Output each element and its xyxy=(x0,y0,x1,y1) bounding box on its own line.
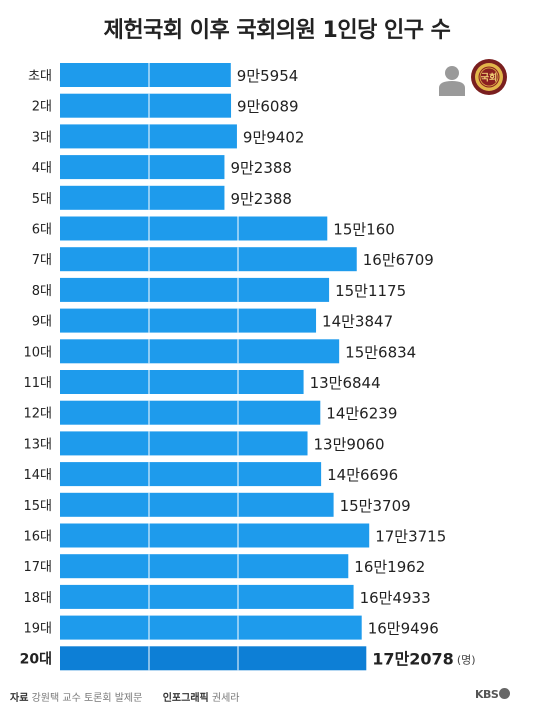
category-label: 8대 xyxy=(32,284,52,299)
value-label: 16만9496 xyxy=(368,620,439,638)
value-label: 9만2388 xyxy=(230,159,292,177)
category-label: 3대 xyxy=(32,130,52,145)
bar xyxy=(60,277,330,302)
value-label: 16만1962 xyxy=(354,558,425,576)
value-label: 14만6696 xyxy=(327,466,398,484)
footer: 자료 강원택 교수 토론회 발제문 인포그래픽 권세라 xyxy=(10,689,240,704)
bar-chart: 초대 9만5954 2대 9만6089 3대 9만9402 4대 9만2388 5대 9만2388… xyxy=(20,63,476,671)
value-label: 15만6834 xyxy=(345,343,416,361)
national-assembly-seal-icon: 국회 xyxy=(470,58,508,100)
bar xyxy=(60,308,317,333)
category-label: 4대 xyxy=(32,161,52,176)
bar xyxy=(60,431,308,456)
value-label: 17만2078 xyxy=(372,649,454,668)
category-label: 12대 xyxy=(23,407,52,422)
bar xyxy=(60,155,225,180)
value-label: 16만6709 xyxy=(363,251,434,269)
bar xyxy=(60,247,357,272)
bar xyxy=(60,185,225,210)
bar xyxy=(60,523,370,548)
value-label: 16만4933 xyxy=(360,589,431,607)
bar xyxy=(60,554,349,579)
category-label: 20대 xyxy=(20,651,52,667)
bar xyxy=(60,462,322,487)
kbs-logo-text: KBS xyxy=(475,688,499,701)
value-label: 13만6844 xyxy=(310,374,381,392)
category-label: 16대 xyxy=(23,530,52,545)
graphic-label: 인포그래픽 xyxy=(162,693,209,704)
value-label: 13만9060 xyxy=(314,435,385,453)
unit-label: (명) xyxy=(457,653,476,666)
category-label: 5대 xyxy=(32,192,52,207)
category-label: 17대 xyxy=(23,560,52,575)
category-label: 11대 xyxy=(23,376,52,391)
value-label: 15만1175 xyxy=(335,282,406,300)
category-label: 10대 xyxy=(23,345,52,360)
bar xyxy=(60,63,231,87)
category-label: 14대 xyxy=(23,468,52,483)
value-label: 14만3847 xyxy=(322,313,393,331)
person-icon xyxy=(437,64,467,100)
value-label: 9만6089 xyxy=(237,98,299,116)
bar xyxy=(60,615,362,640)
source-label: 자료 xyxy=(10,693,29,704)
bar xyxy=(60,492,334,517)
value-label: 17만3715 xyxy=(375,528,446,546)
value-label: 9만9402 xyxy=(243,128,305,146)
category-label: 9대 xyxy=(32,315,52,330)
bar xyxy=(60,339,340,364)
value-label: 14만6239 xyxy=(326,405,397,423)
graphic-credit: 권세라 xyxy=(211,693,240,704)
category-label: 18대 xyxy=(23,591,52,606)
bar xyxy=(60,124,237,149)
seal-text: 국회 xyxy=(481,72,498,84)
category-label: 7대 xyxy=(32,253,52,268)
bar xyxy=(60,93,232,118)
category-label: 19대 xyxy=(23,622,52,637)
kbs-circle-icon xyxy=(499,688,511,699)
category-label: 13대 xyxy=(23,437,52,452)
value-label: 9만2388 xyxy=(230,190,292,208)
kbs-logo: KBS xyxy=(475,688,511,701)
category-label: 2대 xyxy=(32,100,52,115)
bar xyxy=(60,370,304,394)
value-label: 9만5954 xyxy=(237,67,299,85)
category-label: 15대 xyxy=(23,499,52,514)
value-label: 15만160 xyxy=(333,221,395,239)
source-text: 강원택 교수 토론회 발제문 xyxy=(31,693,143,704)
bar xyxy=(60,216,328,241)
chart-title: 제헌국회 이후 국회의원 1인당 인구 수 xyxy=(103,18,451,43)
category-label: 초대 xyxy=(28,69,52,84)
category-label: 6대 xyxy=(32,223,52,238)
value-label: 15만3709 xyxy=(340,497,411,515)
bar xyxy=(60,584,354,609)
bar xyxy=(60,400,321,425)
bar xyxy=(60,646,367,671)
